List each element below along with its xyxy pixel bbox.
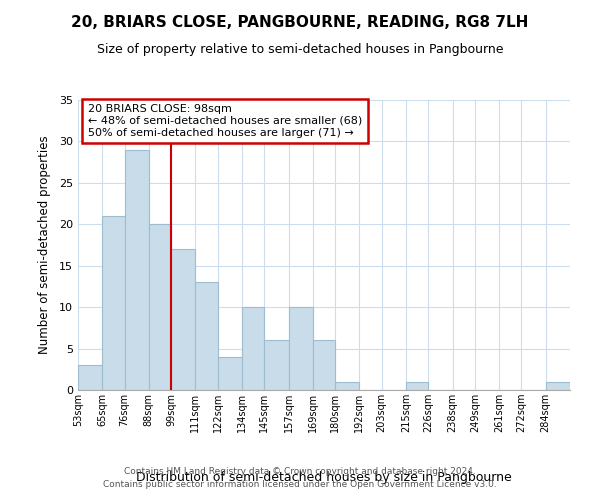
Bar: [78, 365, 102, 390]
Bar: [218, 357, 242, 390]
Bar: [125, 150, 149, 390]
Bar: [406, 382, 428, 390]
Text: 20, BRIARS CLOSE, PANGBOURNE, READING, RG8 7LH: 20, BRIARS CLOSE, PANGBOURNE, READING, R…: [71, 15, 529, 30]
Bar: [102, 216, 125, 390]
Text: Contains public sector information licensed under the Open Government Licence v3: Contains public sector information licen…: [103, 480, 497, 489]
Bar: [242, 307, 264, 390]
Text: 20 BRIARS CLOSE: 98sqm
← 48% of semi-detached houses are smaller (68)
50% of sem: 20 BRIARS CLOSE: 98sqm ← 48% of semi-det…: [88, 104, 362, 138]
Bar: [264, 340, 289, 390]
Text: Contains HM Land Registry data © Crown copyright and database right 2024.: Contains HM Land Registry data © Crown c…: [124, 467, 476, 476]
Y-axis label: Number of semi-detached properties: Number of semi-detached properties: [38, 136, 50, 354]
Bar: [196, 282, 218, 390]
Bar: [313, 340, 335, 390]
Bar: [149, 224, 171, 390]
Bar: [289, 307, 313, 390]
Bar: [335, 382, 359, 390]
Bar: [171, 249, 196, 390]
X-axis label: Distribution of semi-detached houses by size in Pangbourne: Distribution of semi-detached houses by …: [136, 471, 512, 484]
Bar: [546, 382, 570, 390]
Text: Size of property relative to semi-detached houses in Pangbourne: Size of property relative to semi-detach…: [97, 42, 503, 56]
